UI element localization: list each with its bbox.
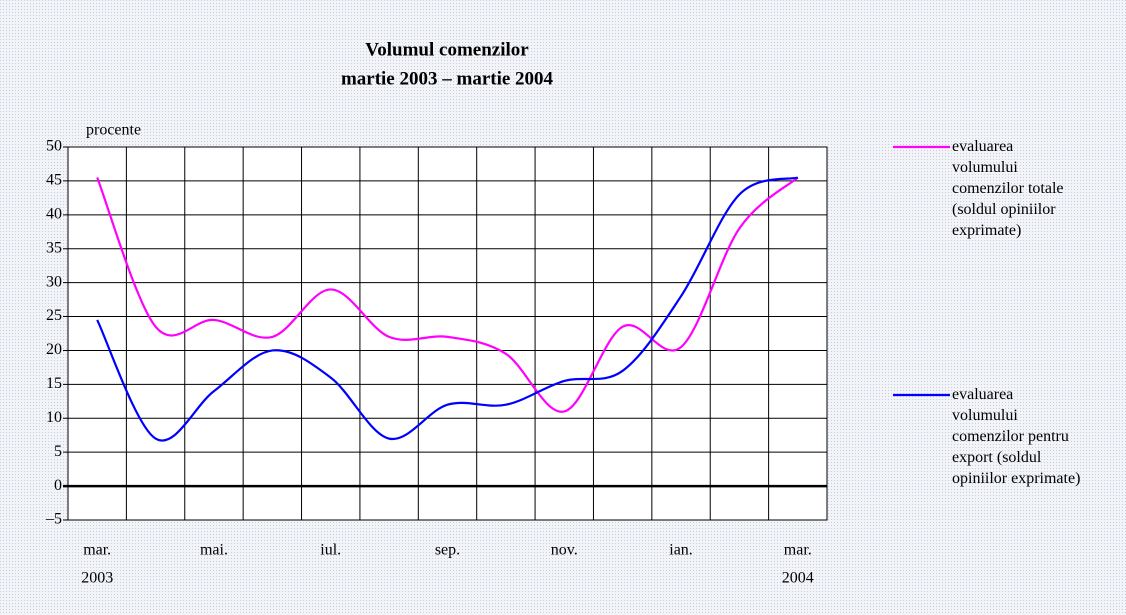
x-tick-label: mai. <box>200 542 228 559</box>
x-year-label: 2003 <box>81 570 113 587</box>
chart-subtitle: martie 2003 – martie 2004 <box>341 68 554 89</box>
x-tick-label: mar. <box>784 542 812 559</box>
y-tick-label: –5 <box>45 511 62 528</box>
y-tick-label: 25 <box>46 307 62 324</box>
y-tick-label: 30 <box>46 273 62 290</box>
x-tick-label: iul. <box>320 542 341 559</box>
y-tick-label: 40 <box>46 205 62 222</box>
y-tick-label: 45 <box>46 172 62 189</box>
y-axis-label: procente <box>86 122 141 139</box>
legend-label: evaluarea volumului comenzilor totale (s… <box>952 138 1064 239</box>
y-tick-label: 20 <box>46 341 62 358</box>
y-tick-label: 5 <box>54 443 62 460</box>
x-tick-label: ian. <box>669 542 693 559</box>
x-tick-label: sep. <box>435 542 460 559</box>
x-tick-label: mar. <box>83 542 111 559</box>
y-tick-label: 15 <box>46 375 62 392</box>
y-tick-label: 35 <box>46 239 62 256</box>
y-tick-label: 10 <box>46 409 62 426</box>
legend-label: evaluarea volumului comenzilor pentru ex… <box>952 386 1081 487</box>
plot-area <box>67 146 828 521</box>
y-tick-label: 0 <box>54 477 62 494</box>
series-line <box>96 176 799 442</box>
x-year-label: 2004 <box>782 570 814 587</box>
x-tick-label: nov. <box>551 542 578 559</box>
y-tick-label: 50 <box>46 138 62 155</box>
chart-title: Volumul comenzilor <box>365 39 529 60</box>
series-line <box>96 176 799 413</box>
